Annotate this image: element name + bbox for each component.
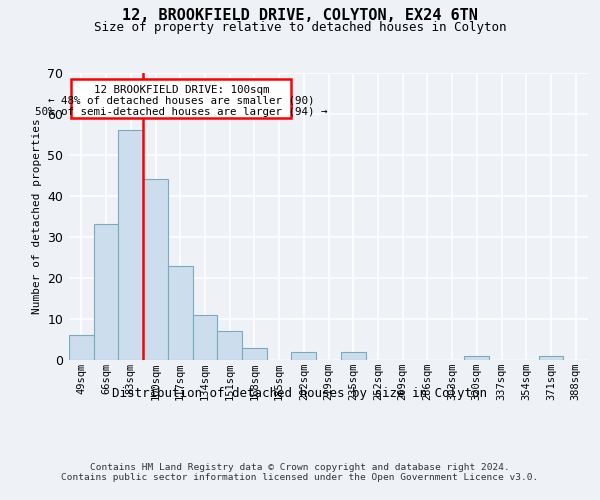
Bar [242,348,267,360]
Bar [464,356,489,360]
Bar [94,224,118,360]
Text: 12 BROOKFIELD DRIVE: 100sqm: 12 BROOKFIELD DRIVE: 100sqm [94,85,269,95]
Text: 50% of semi-detached houses are larger (94) →: 50% of semi-detached houses are larger (… [35,108,328,118]
Y-axis label: Number of detached properties: Number of detached properties [32,118,42,314]
Bar [292,352,316,360]
Text: Size of property relative to detached houses in Colyton: Size of property relative to detached ho… [94,21,506,34]
Bar [341,352,365,360]
Bar [217,331,242,360]
Text: Contains HM Land Registry data © Crown copyright and database right 2024.
Contai: Contains HM Land Registry data © Crown c… [61,462,539,482]
Bar [143,180,168,360]
Text: 12, BROOKFIELD DRIVE, COLYTON, EX24 6TN: 12, BROOKFIELD DRIVE, COLYTON, EX24 6TN [122,8,478,22]
Bar [168,266,193,360]
Text: ← 48% of detached houses are smaller (90): ← 48% of detached houses are smaller (90… [48,96,314,106]
Bar [118,130,143,360]
Bar [193,315,217,360]
Bar [71,78,292,118]
Text: Distribution of detached houses by size in Colyton: Distribution of detached houses by size … [113,388,487,400]
Bar [539,356,563,360]
Bar [69,336,94,360]
